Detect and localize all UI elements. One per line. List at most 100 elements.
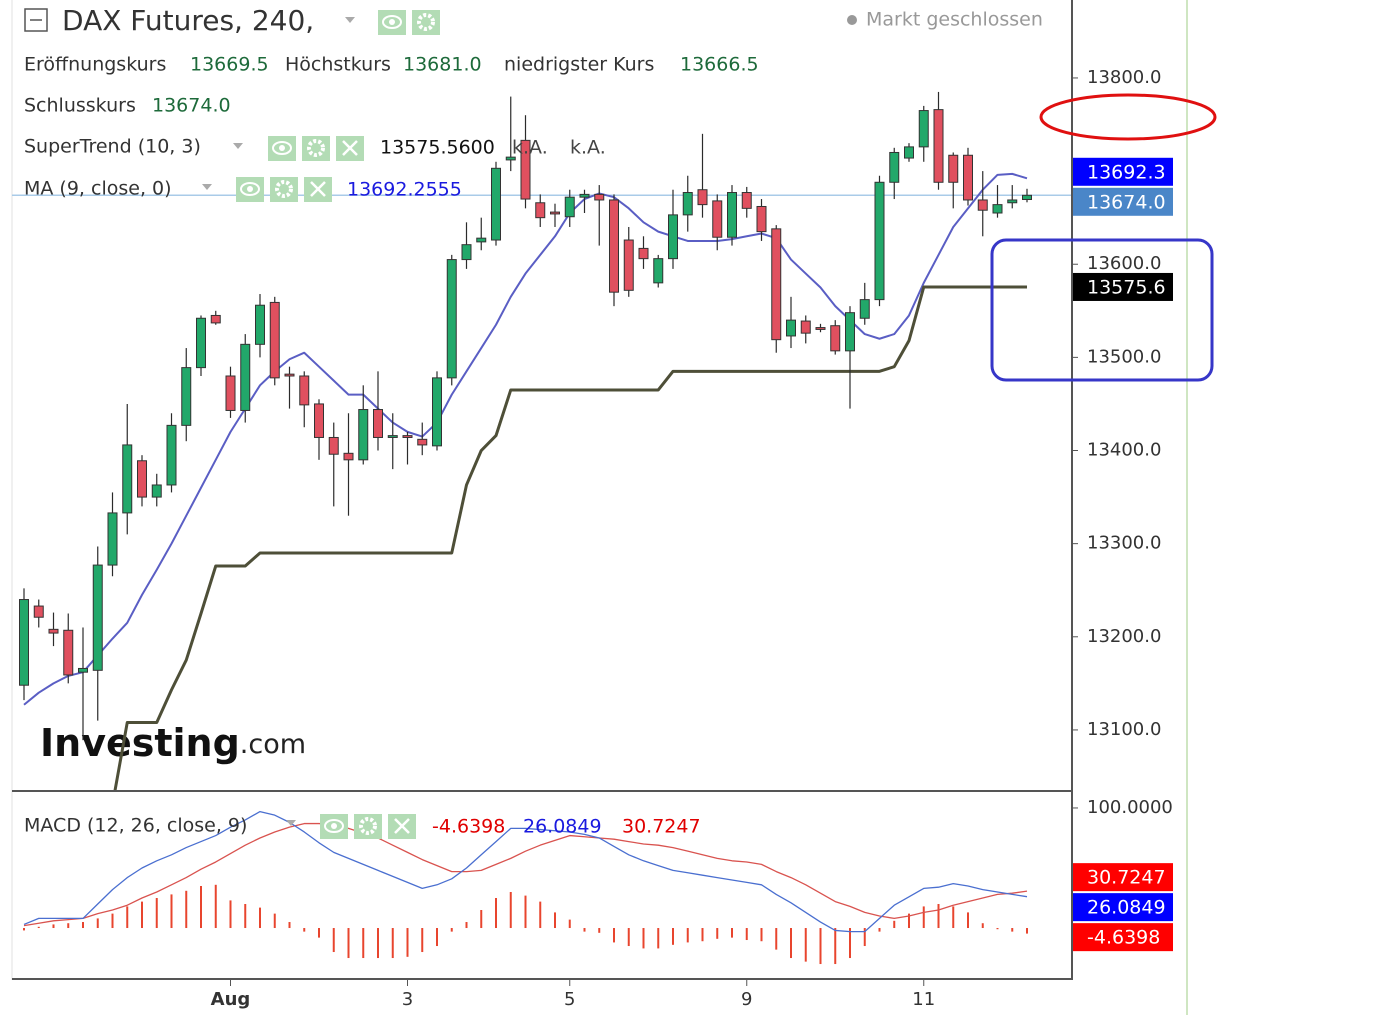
legend-value: 13681.0 <box>403 54 482 76</box>
icon-glyph <box>307 139 325 157</box>
candle-body <box>461 244 472 261</box>
legend-value: 13669.5 <box>190 54 269 76</box>
indicator-value: -4.6398 <box>432 816 505 838</box>
signal-line <box>23 822 1028 927</box>
price-plot: Investing.com <box>12 91 1072 790</box>
icon-glyph <box>275 180 293 198</box>
candle-body <box>727 192 737 238</box>
x-tick-label: 5 <box>564 989 575 1010</box>
y-tick-label: 13600.0 <box>1087 253 1161 274</box>
candle-body <box>137 460 147 498</box>
y-tick-label: 13400.0 <box>1087 440 1161 461</box>
candle-body <box>623 239 634 291</box>
icon-glyph <box>394 818 410 834</box>
macd-plot <box>23 810 1028 965</box>
candle-body <box>151 484 162 498</box>
candle-body <box>638 247 649 260</box>
collapse-button[interactable] <box>24 8 48 32</box>
price-tag <box>1073 923 1173 952</box>
icon-glyph <box>382 15 402 29</box>
icon-glyph <box>247 186 253 192</box>
candle-body <box>948 154 959 183</box>
candle-body <box>63 629 74 676</box>
candle-body <box>92 564 103 671</box>
y-tick-label: 13200.0 <box>1087 626 1161 647</box>
candle-body <box>520 139 531 200</box>
legend-label: Schlusskurs <box>24 95 136 117</box>
indicator-value: 30.7247 <box>622 816 701 838</box>
candle-body <box>874 181 885 301</box>
candle-body <box>977 199 988 211</box>
candle-body <box>786 319 796 337</box>
candle-body <box>476 237 487 243</box>
candle-body <box>1007 199 1018 204</box>
indicator-value: 26.0849 <box>523 816 602 838</box>
candle-body <box>1022 194 1032 201</box>
candle-body <box>550 211 560 215</box>
candle-body <box>387 435 398 438</box>
icon-glyph <box>240 182 260 196</box>
price-tag-label: -4.6398 <box>1087 927 1160 949</box>
candle-body <box>535 202 546 219</box>
candle-body <box>269 301 280 379</box>
supertrend-line <box>113 285 1027 790</box>
legend-value: 13666.5 <box>680 54 759 76</box>
candle-body <box>284 373 295 377</box>
candle-body <box>682 192 693 216</box>
candle-body <box>78 667 88 673</box>
icon-glyph <box>389 19 395 25</box>
candle-body <box>653 258 664 284</box>
candle-body <box>19 599 29 686</box>
candle-body <box>432 377 442 447</box>
dropdown-caret[interactable] <box>202 184 212 190</box>
dropdown-caret[interactable] <box>286 820 296 826</box>
candle-body <box>358 409 369 461</box>
indicator-value: 13575.5600 <box>380 137 495 159</box>
indicator-label: MA (9, close, 0) <box>24 178 172 200</box>
candle-body <box>299 375 310 406</box>
dropdown-caret[interactable] <box>233 143 243 149</box>
x-tick-label: 9 <box>741 989 752 1010</box>
price-tag-label: 13575.6 <box>1087 276 1166 298</box>
price-tag <box>1073 272 1173 301</box>
candle-body <box>240 343 251 411</box>
candle-body <box>845 312 855 352</box>
candle-body <box>697 189 708 206</box>
icon-glyph <box>310 181 326 197</box>
candle-body <box>505 156 516 161</box>
dropdown-caret[interactable] <box>345 17 355 23</box>
legend-label: Höchstkurs <box>285 54 391 76</box>
price-tag <box>1073 863 1173 892</box>
candle-body <box>771 228 782 341</box>
candle-body <box>107 512 118 566</box>
candle-body <box>181 367 192 426</box>
candle-body <box>255 304 265 345</box>
candle-body <box>933 109 944 183</box>
icon-glyph <box>281 186 287 192</box>
candle-body <box>918 110 929 148</box>
indicator-label: SuperTrend (10, 3) <box>24 136 201 158</box>
indicator-value: 13692.2555 <box>347 179 462 201</box>
x-tick-label: 3 <box>402 989 413 1010</box>
candle-body <box>668 214 678 260</box>
price-tag <box>1073 893 1173 922</box>
candle-body <box>196 317 206 369</box>
candle-body <box>33 605 44 618</box>
candle-body <box>756 205 767 233</box>
y-tick-label: 13500.0 <box>1087 346 1161 367</box>
icon-glyph <box>331 823 337 829</box>
candle-body <box>491 167 501 241</box>
macd-line <box>23 810 1028 933</box>
legend-value: 13674.0 <box>152 95 231 117</box>
price-tag <box>1073 157 1173 186</box>
candle-body <box>402 435 413 438</box>
candle-body <box>963 154 973 201</box>
icon-glyph <box>272 141 292 155</box>
annotation-ellipse <box>1039 93 1217 141</box>
legend-label: niedrigster Kurs <box>504 54 654 76</box>
ma-line <box>23 172 1028 706</box>
candle-body <box>446 259 457 379</box>
icon-glyph <box>365 823 371 829</box>
candle-body <box>166 424 177 486</box>
